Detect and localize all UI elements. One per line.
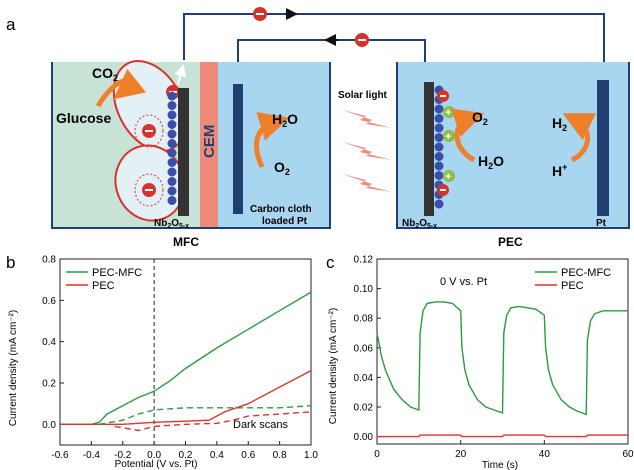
solar-light-label: Solar light	[338, 90, 388, 101]
y-tick-label: 0.6	[42, 296, 56, 307]
series-line-pec	[60, 369, 312, 425]
nanoparticle-bead	[434, 161, 444, 171]
mfc-h2o-label: H2O	[272, 111, 298, 129]
nanoparticle-bead	[167, 177, 177, 186]
panel-label-c: c	[326, 253, 335, 272]
nanoparticle-bead	[167, 110, 177, 120]
y-tick-label: 0.02	[354, 403, 374, 414]
nanoparticle-bead	[434, 142, 444, 152]
series-line-dark-scan-3	[114, 411, 312, 432]
x-tick-label: 0.4	[210, 450, 224, 461]
nanoparticle-bead	[167, 186, 177, 196]
y-tick-label: 0.06	[354, 343, 374, 354]
y-tick-label: 0.2	[42, 379, 56, 390]
mfc-nb2o5-label: Nb2O5-x	[154, 218, 189, 230]
x-tick-label: 40	[539, 449, 551, 460]
x-tick-label: 0.6	[241, 450, 255, 461]
pec-oxidation-arrow	[451, 108, 485, 163]
legend-label: PEC-MFC	[561, 267, 611, 279]
nanoparticle-bead	[167, 101, 177, 110]
nanoparticle-bead	[434, 199, 444, 209]
svg-text:+: +	[445, 107, 451, 119]
mfc-o2-label: O2	[274, 159, 290, 177]
legend-label: PEC-MFC	[92, 267, 142, 279]
solar-light-rays	[342, 110, 392, 192]
nanoparticle-bead	[167, 120, 177, 129]
chart-b-annotation: Dark scans	[233, 419, 289, 431]
cathode-label-2: loaded Pt	[262, 216, 308, 227]
legend-label: PEC	[561, 280, 584, 292]
nanoparticle-bead	[434, 152, 444, 161]
x-tick-label: -0.6	[51, 450, 69, 461]
wire-electron-top	[253, 7, 298, 21]
chart-c-ylabel: Current density (mA cm⁻²)	[328, 308, 339, 424]
panel-label-a: a	[6, 15, 16, 34]
nanoparticle-bead	[434, 104, 444, 114]
mfc-glucose-arrow	[95, 68, 147, 108]
nanoparticle-bead	[434, 133, 444, 142]
nanoparticle-bead	[434, 123, 444, 133]
nanoparticle-bead	[167, 158, 177, 167]
x-tick-label: 0.8	[273, 450, 287, 461]
x-tick-label: 0.0	[147, 450, 161, 461]
wire-electron-bottom	[324, 33, 369, 47]
chart-c-annotation: 0 V vs. Pt	[440, 276, 487, 288]
nanoparticle-bead	[167, 139, 177, 148]
legend-label: PEC	[92, 280, 115, 292]
pec-nb2o5-label: Nb2O5-x	[402, 218, 437, 230]
pec-reduction-arrow	[562, 113, 597, 163]
x-tick-label: -0.2	[114, 450, 132, 461]
mfc-caption: MFC	[173, 235, 199, 249]
cathode-label-1: Carbon cloth	[250, 204, 312, 215]
chart-b-xlabel: Potential (V vs. Pt)	[115, 459, 198, 470]
chart-c: 0 20 40 60 0.00 0.02 0.04 0.06 0.08 0.10 0.12 PEC-M…	[354, 255, 634, 461]
y-tick-label: 0.4	[42, 337, 56, 348]
pec-h2-label: H2	[552, 115, 567, 133]
pec-hplus-label: H+	[552, 162, 567, 179]
nanoparticle-bead	[167, 196, 177, 205]
mfc-cathode	[233, 84, 243, 214]
nanoparticle-bead	[167, 91, 177, 101]
mfc-anode	[167, 88, 189, 216]
svg-text:+: +	[445, 171, 451, 183]
cem-label: CEM	[201, 125, 218, 158]
x-tick-label: -0.4	[83, 450, 101, 461]
series-line-pec	[377, 434, 628, 438]
nanoparticle-bead	[167, 148, 177, 158]
nanoparticle-bead	[167, 167, 177, 177]
y-tick-label: 0.00	[354, 432, 374, 443]
plot-frame	[376, 258, 629, 445]
y-tick-label: 0.0	[42, 420, 56, 431]
chart-b-ylabel: Current density (mA cm⁻²)	[8, 310, 19, 426]
series-line-pec-mfc	[376, 301, 628, 416]
series-line-pec-mfc	[60, 291, 312, 425]
pec-caption: PEC	[498, 235, 523, 249]
x-tick-label: 0.2	[179, 450, 193, 461]
pec-pt-cathode	[597, 80, 609, 216]
y-tick-label: 0.08	[354, 314, 374, 325]
panel-label-b: b	[6, 253, 15, 272]
mfc-o2-arrow	[253, 111, 290, 169]
nanoparticle-bead	[434, 114, 444, 123]
y-tick-label: 0.12	[354, 255, 374, 266]
svg-text:+: +	[445, 131, 451, 143]
x-tick-label: 20	[455, 449, 467, 460]
x-tick-label: 1.0	[304, 450, 318, 461]
series-line-dark-scan-2	[99, 405, 312, 425]
y-tick-label: 0.04	[354, 373, 374, 384]
nanoparticle-bead	[167, 129, 177, 139]
x-tick-label: 0	[374, 449, 380, 460]
pec-pt-label: Pt	[596, 218, 607, 229]
chart-b: -0.6 -0.4 -0.2 0.0 0.2 0.4 0.6 0.8 1.0 0.0 0.2 0.4 0…	[42, 255, 318, 462]
y-tick-label: 0.10	[354, 284, 374, 295]
glucose-label: Glucose	[56, 110, 111, 126]
y-tick-label: 0.8	[42, 255, 56, 266]
chart-c-xlabel: Time (s)	[482, 460, 518, 470]
x-tick-label: 60	[622, 449, 634, 460]
pec-o2-label: O2	[472, 109, 488, 127]
pec-h2o-label: H2O	[478, 153, 504, 171]
nanoparticle-bead	[434, 171, 444, 180]
